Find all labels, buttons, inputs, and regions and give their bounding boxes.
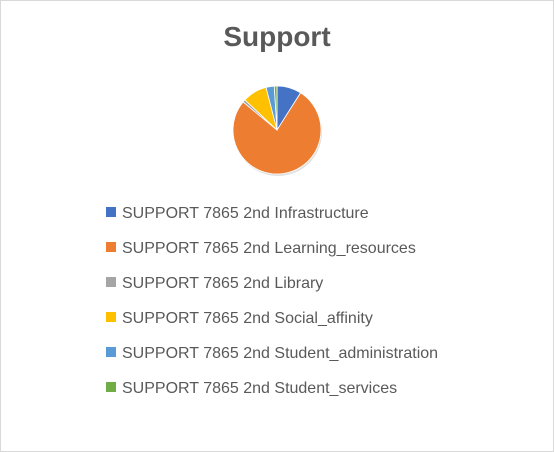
legend-label: SUPPORT 7865 2nd Social_affinity [122, 310, 373, 327]
legend-item: SUPPORT 7865 2nd Library [106, 268, 526, 303]
legend-label: SUPPORT 7865 2nd Student_administration [122, 345, 439, 362]
legend-label: SUPPORT 7865 2nd Infrastructure [122, 205, 369, 222]
legend-item: SUPPORT 7865 2nd Infrastructure [106, 198, 526, 233]
legend-swatch [106, 277, 116, 288]
legend-item: SUPPORT 7865 2nd Learning_resources [106, 233, 526, 268]
legend: SUPPORT 7865 2nd Infrastructure SUPPORT 7… [106, 198, 526, 408]
pie-slice [273, 85, 278, 131]
chart-title: Support [223, 21, 331, 52]
legend-label: SUPPORT 7865 2nd Student_services [122, 380, 398, 397]
legend-swatch [106, 242, 116, 253]
legend-label: SUPPORT 7865 2nd Library [122, 275, 324, 292]
pie-svg [232, 85, 322, 176]
legend-item: SUPPORT 7865 2nd Student_administration [106, 338, 526, 373]
legend-item: SUPPORT 7865 2nd Student_services [106, 373, 526, 408]
pie-chart [229, 82, 325, 178]
legend-swatch [106, 382, 116, 393]
legend-swatch [106, 347, 116, 358]
legend-label: SUPPORT 7865 2nd Learning_resources [122, 240, 416, 257]
legend-item: SUPPORT 7865 2nd Social_affinity [106, 303, 526, 338]
pie-slice [232, 92, 322, 175]
legend-swatch [106, 312, 116, 323]
legend-swatch [106, 207, 116, 218]
